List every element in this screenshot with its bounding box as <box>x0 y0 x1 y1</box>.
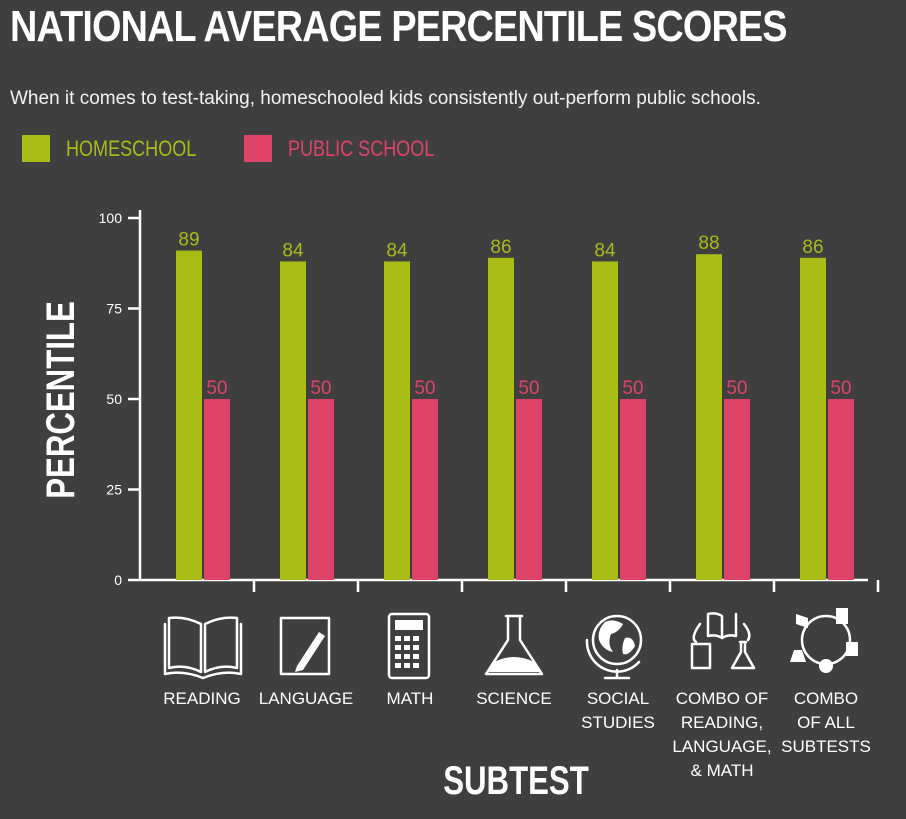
chart-axes: 0 25 50 75 100 PERCENTILE SUBTEST READING LANGUA… <box>38 210 880 803</box>
legend-item-public-school: PUBLIC SCHOOL <box>244 135 467 162</box>
x-category-label-line: STUDIES <box>581 713 655 732</box>
bar-public-school <box>620 399 646 580</box>
data-label-public-school: 50 <box>310 378 331 399</box>
data-label-homeschool: 89 <box>178 230 199 251</box>
bar-homeschool <box>488 257 514 580</box>
bar-public-school <box>724 399 750 580</box>
category-icons <box>163 608 858 680</box>
legend-swatch-public-school <box>244 135 272 162</box>
chart-bars: 89 50 84 50 84 50 86 50 84 50 88 50 86 50 <box>176 230 854 580</box>
notepad-pencil-icon <box>279 616 331 676</box>
x-category-label: SOCIAL STUDIES <box>581 689 655 732</box>
legend-swatch-homeschool <box>22 135 50 162</box>
data-label-public-school: 50 <box>518 378 539 399</box>
bar-public-school <box>412 399 438 580</box>
legend-label-homeschool: HOMESCHOOL <box>66 135 197 161</box>
x-category-label-line: LANGUAGE, <box>672 737 771 756</box>
y-tick-label: 100 <box>99 210 123 226</box>
data-label-homeschool: 86 <box>802 237 823 258</box>
combo-book-notepad-flask-icon <box>690 612 756 670</box>
y-axis-title: PERCENTILE <box>38 301 83 499</box>
data-label-homeschool: 86 <box>490 237 511 258</box>
combo-all-subjects-icon <box>790 608 858 673</box>
calculator-icon <box>387 612 431 680</box>
bar-homeschool <box>696 254 722 580</box>
x-axis-title: SUBTEST <box>443 758 589 803</box>
legend-label-public-school: PUBLIC SCHOOL <box>288 135 435 161</box>
globe-icon <box>585 614 643 680</box>
y-tick-label: 75 <box>106 301 122 317</box>
x-category-label-line: OF ALL <box>797 713 855 732</box>
bar-public-school <box>516 399 542 580</box>
x-category-label: COMBO OF READING, LANGUAGE, & MATH <box>672 689 771 780</box>
data-label-homeschool: 88 <box>698 233 719 254</box>
legend-item-homeschool: HOMESCHOOL <box>22 135 225 162</box>
x-category-label-line: & MATH <box>691 761 754 780</box>
bar-homeschool <box>800 257 826 580</box>
x-category-label-line: LANGUAGE <box>259 689 353 708</box>
data-label-public-school: 50 <box>622 378 643 399</box>
x-category-label: COMBO OF ALL SUBTESTS <box>781 689 871 756</box>
page-subtitle: When it comes to test-taking, homeschool… <box>10 88 761 109</box>
bar-homeschool <box>280 261 306 580</box>
x-category-label-line: READING, <box>681 713 763 732</box>
x-category-label-line: SCIENCE <box>476 689 552 708</box>
y-tick-label: 50 <box>106 391 122 407</box>
x-category-label: SCIENCE <box>476 689 552 708</box>
page-title: NATIONAL AVERAGE PERCENTILE SCORES <box>10 2 788 51</box>
data-label-homeschool: 84 <box>594 240 616 261</box>
bar-public-school <box>204 399 230 580</box>
x-category-label-line: MATH <box>387 689 434 708</box>
data-label-public-school: 50 <box>414 378 435 399</box>
bar-homeschool <box>176 250 202 580</box>
open-book-icon <box>163 616 243 680</box>
x-category-label-line: COMBO OF <box>676 689 769 708</box>
x-category-label: MATH <box>387 689 434 708</box>
bar-public-school <box>828 399 854 580</box>
x-category-label-line: READING <box>163 689 240 708</box>
flask-icon <box>484 614 544 676</box>
data-label-public-school: 50 <box>830 378 851 399</box>
bar-homeschool <box>592 261 618 580</box>
x-category-label: LANGUAGE <box>259 689 353 708</box>
x-category-label: READING <box>163 689 240 708</box>
data-label-public-school: 50 <box>726 378 747 399</box>
data-label-homeschool: 84 <box>386 240 408 261</box>
x-category-label-line: SOCIAL <box>587 689 649 708</box>
y-tick-label: 25 <box>106 482 122 498</box>
data-label-public-school: 50 <box>206 378 227 399</box>
data-label-homeschool: 84 <box>282 240 304 261</box>
y-tick-label: 0 <box>114 572 122 588</box>
bar-homeschool <box>384 261 410 580</box>
bar-public-school <box>308 399 334 580</box>
x-category-label-line: SUBTESTS <box>781 737 871 756</box>
x-category-label-line: COMBO <box>794 689 858 708</box>
